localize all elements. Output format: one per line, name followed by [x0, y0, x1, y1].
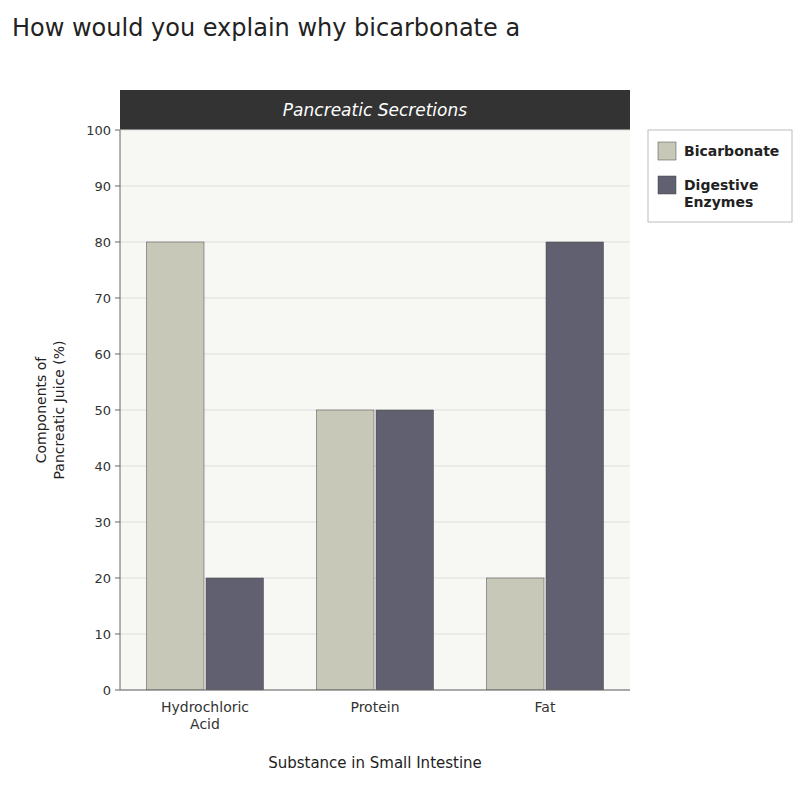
- bar: [147, 242, 205, 690]
- y-tick-label: 60: [94, 347, 111, 362]
- y-tick-label: 50: [94, 403, 111, 418]
- y-axis-label-group: Components ofPancreatic Juice (%): [33, 340, 67, 479]
- y-tick-label: 0: [103, 683, 111, 698]
- y-tick: [115, 298, 120, 299]
- text-line: Components of: [33, 356, 49, 464]
- text-line: Hydrochloric: [161, 699, 249, 715]
- y-tick-label: 10: [94, 627, 111, 642]
- y-tick: [115, 186, 120, 187]
- text-line: Bicarbonate: [684, 143, 779, 159]
- legend-label: DigestiveEnzymes: [684, 177, 758, 210]
- y-tick: [115, 242, 120, 243]
- chart-container: How would you explain why bicarbonate a P…: [0, 0, 800, 800]
- legend: Bicarbonate DigestiveEnzymes: [648, 130, 792, 222]
- y-axis: [120, 130, 121, 690]
- y-tick: [115, 466, 120, 467]
- x-tick-label: Fat: [535, 699, 556, 715]
- legend-swatch: [658, 142, 676, 160]
- title: Pancreatic Secretions: [283, 100, 467, 120]
- bar: [376, 410, 434, 690]
- text-line: Fat: [535, 699, 556, 715]
- grid-line: [120, 186, 630, 187]
- bar: [206, 578, 264, 690]
- legend-swatch: [658, 176, 676, 194]
- chart-svg: How would you explain why bicarbonate a P…: [0, 0, 800, 800]
- legend-frame: [648, 130, 792, 222]
- x-tick-label: Protein: [350, 699, 399, 715]
- grid-line: [120, 690, 630, 691]
- text-line: Acid: [190, 716, 220, 732]
- annotation: How would you explain why bicarbonate a: [12, 14, 520, 42]
- text-line: Protein: [350, 699, 399, 715]
- y-axis-label: Components ofPancreatic Juice (%): [33, 340, 67, 479]
- y-tick: [115, 578, 120, 579]
- bar: [546, 242, 604, 690]
- bar: [487, 578, 545, 690]
- bar: [317, 410, 375, 690]
- x-tick-label: HydrochloricAcid: [161, 699, 249, 732]
- bars: [147, 242, 604, 690]
- grid-line: [120, 130, 630, 131]
- y-tick: [115, 522, 120, 523]
- y-tick-label: 70: [94, 291, 111, 306]
- text-line: Enzymes: [684, 194, 753, 210]
- y-tick-label: 40: [94, 459, 111, 474]
- text-line: Pancreatic Juice (%): [51, 340, 67, 479]
- title-bar: [120, 90, 630, 130]
- y-tick: [115, 354, 120, 355]
- legend-label: Bicarbonate: [684, 143, 779, 159]
- y-tick-label: 30: [94, 515, 111, 530]
- x-axis-label: Substance in Small Intestine: [268, 754, 482, 772]
- y-tick-label: 90: [94, 179, 111, 194]
- y-tick: [115, 690, 120, 691]
- y-tick-label: 100: [86, 123, 111, 138]
- text-line: Digestive: [684, 177, 758, 193]
- y-tick-label: 20: [94, 571, 111, 586]
- y-tick: [115, 410, 120, 411]
- y-tick: [115, 130, 120, 131]
- plot-area: [120, 130, 630, 690]
- y-tick: [115, 634, 120, 635]
- x-axis: [120, 690, 630, 691]
- y-tick-label: 80: [94, 235, 111, 250]
